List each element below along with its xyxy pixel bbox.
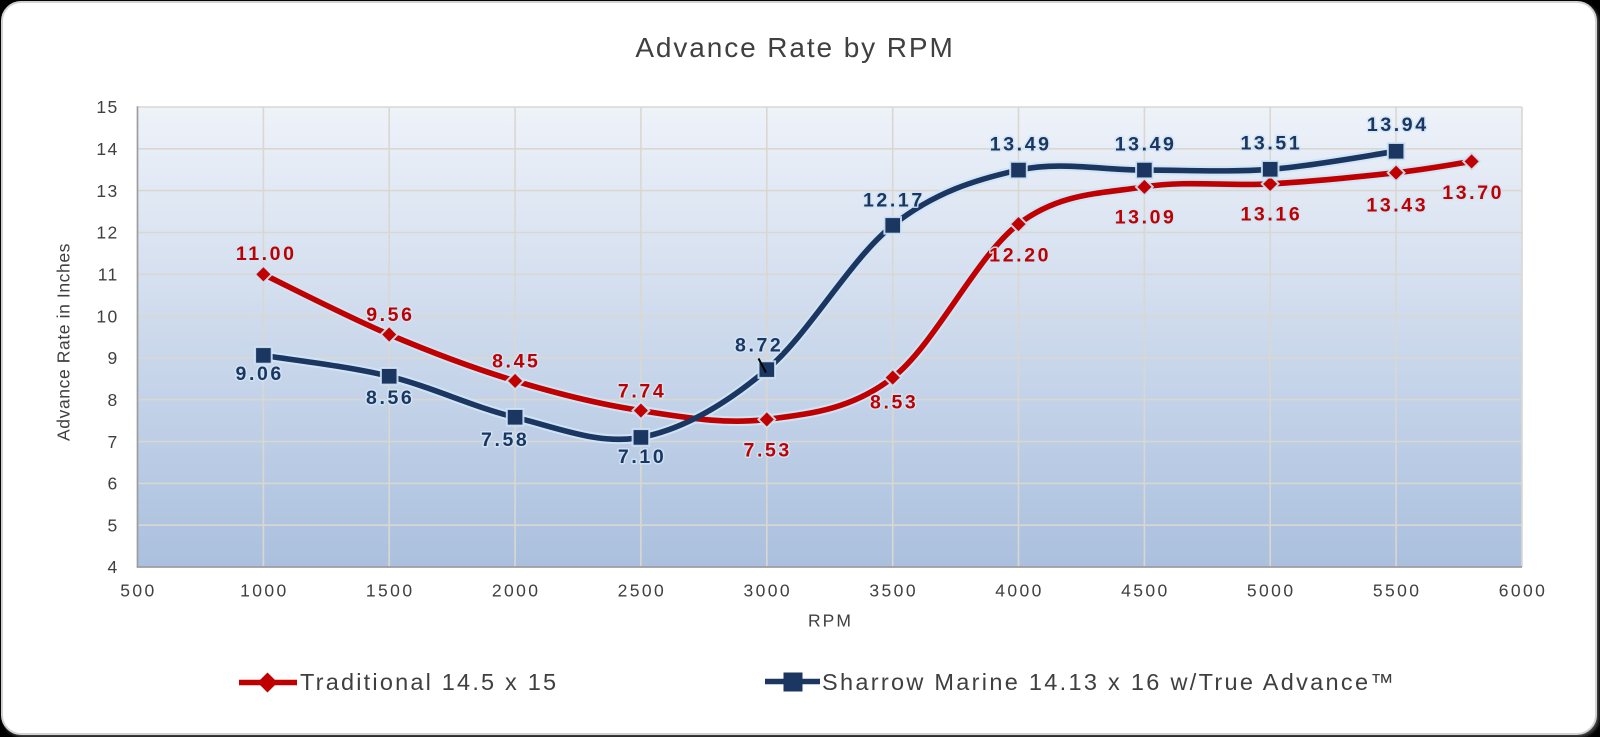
svg-text:9.06: 9.06	[236, 363, 284, 385]
svg-text:13.43: 13.43	[1366, 194, 1428, 216]
svg-text:7: 7	[107, 432, 118, 452]
svg-text:12.17: 12.17	[863, 190, 925, 212]
svg-text:1000: 1000	[240, 581, 289, 601]
svg-text:7.74: 7.74	[618, 380, 666, 402]
svg-text:13.94: 13.94	[1367, 114, 1429, 136]
svg-text:4000: 4000	[995, 581, 1044, 601]
svg-text:4: 4	[107, 557, 118, 577]
svg-text:13: 13	[96, 181, 118, 201]
svg-text:5000: 5000	[1247, 581, 1296, 601]
svg-text:13.49: 13.49	[1115, 134, 1177, 156]
svg-text:7.10: 7.10	[618, 446, 666, 468]
svg-text:13.70: 13.70	[1442, 182, 1504, 204]
svg-text:13.49: 13.49	[990, 134, 1052, 156]
svg-text:6000: 6000	[1499, 581, 1548, 601]
svg-text:13.16: 13.16	[1240, 204, 1302, 226]
svg-text:Advance Rate by RPM: Advance Rate by RPM	[635, 32, 954, 63]
svg-text:7.58: 7.58	[481, 429, 529, 451]
svg-text:11.00: 11.00	[236, 243, 297, 265]
svg-text:3000: 3000	[744, 581, 793, 601]
svg-text:9.56: 9.56	[366, 304, 414, 326]
svg-text:Traditional 14.5 x 15: Traditional 14.5 x 15	[300, 669, 558, 695]
svg-text:7.53: 7.53	[744, 440, 792, 462]
svg-text:8.53: 8.53	[870, 392, 918, 414]
svg-text:12: 12	[96, 223, 118, 243]
svg-text:5: 5	[107, 515, 118, 535]
svg-text:15: 15	[96, 97, 118, 117]
svg-text:Sharrow Marine 14.13 x 16 w/Tr: Sharrow Marine 14.13 x 16 w/True Advance…	[822, 669, 1396, 695]
svg-text:8.72: 8.72	[735, 335, 783, 357]
svg-text:10: 10	[96, 306, 118, 326]
svg-text:4500: 4500	[1121, 581, 1170, 601]
svg-text:8: 8	[107, 390, 118, 410]
svg-text:9: 9	[107, 348, 118, 368]
svg-text:2000: 2000	[492, 581, 541, 601]
svg-text:13.09: 13.09	[1115, 207, 1177, 229]
svg-text:14: 14	[96, 139, 118, 159]
svg-text:RPM: RPM	[808, 611, 853, 631]
svg-text:12.20: 12.20	[989, 245, 1051, 267]
svg-text:Advance Rate in Inches: Advance Rate in Inches	[54, 243, 74, 441]
svg-text:500: 500	[120, 581, 156, 601]
svg-text:13.51: 13.51	[1240, 133, 1302, 155]
svg-text:11: 11	[98, 265, 119, 285]
svg-text:1500: 1500	[366, 581, 415, 601]
svg-text:6: 6	[107, 474, 118, 494]
svg-text:3500: 3500	[869, 581, 918, 601]
svg-text:5500: 5500	[1373, 581, 1422, 601]
svg-text:8.56: 8.56	[366, 387, 414, 409]
svg-text:8.45: 8.45	[492, 351, 540, 373]
svg-text:2500: 2500	[618, 581, 667, 601]
